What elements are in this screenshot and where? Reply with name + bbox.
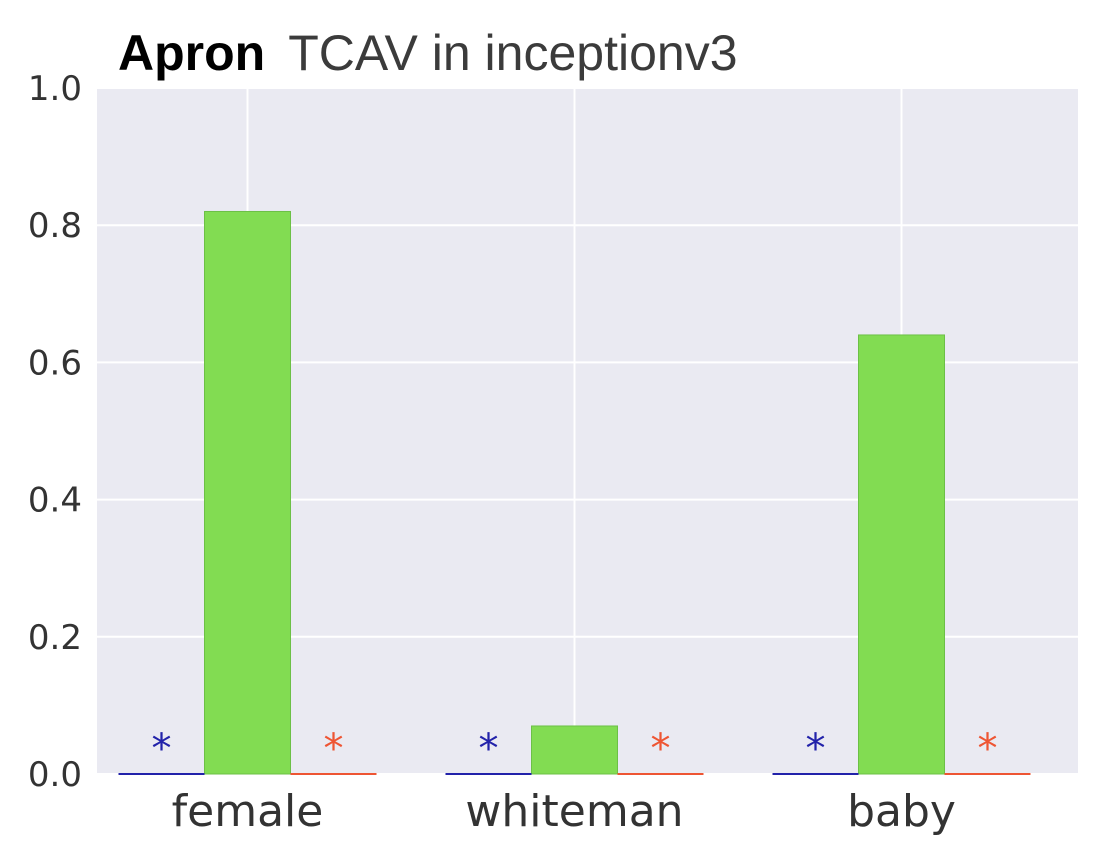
right-marker-baby: * xyxy=(978,726,998,772)
markers: * * * * * * xyxy=(118,726,1031,775)
bar-baby xyxy=(858,334,945,775)
x-tick-label-whiteman: whiteman xyxy=(465,786,683,837)
x-tick-label-female: female xyxy=(172,786,324,837)
bar-female xyxy=(204,210,291,775)
y-tick-label-1: 0.2 xyxy=(28,618,82,658)
bar-whiteman xyxy=(531,725,618,775)
left-marker-female: * xyxy=(152,726,172,772)
y-tick-label-2: 0.4 xyxy=(28,481,82,521)
y-tick-label-3: 0.6 xyxy=(28,343,82,383)
x-tick-label-baby: baby xyxy=(847,786,956,837)
left-marker-baby: * xyxy=(806,726,826,772)
right-marker-female: * xyxy=(324,726,344,772)
y-tick-label-0: 0.0 xyxy=(28,755,82,795)
right-marker-whiteman: * xyxy=(651,726,671,772)
left-marker-whiteman: * xyxy=(479,726,499,772)
chart-title: Apron TCAV in inceptionv3 xyxy=(118,25,738,81)
y-tick-label-4: 0.8 xyxy=(28,206,82,246)
x-axis-ticks: female whiteman baby xyxy=(172,786,956,837)
chart-title-bold: Apron xyxy=(118,25,265,81)
bars xyxy=(204,210,945,775)
y-tick-label-5: 1.0 xyxy=(28,69,82,109)
chart-title-rest: TCAV in inceptionv3 xyxy=(288,25,737,81)
y-axis-ticks: 0.0 0.2 0.4 0.6 0.8 1.0 xyxy=(28,69,82,795)
